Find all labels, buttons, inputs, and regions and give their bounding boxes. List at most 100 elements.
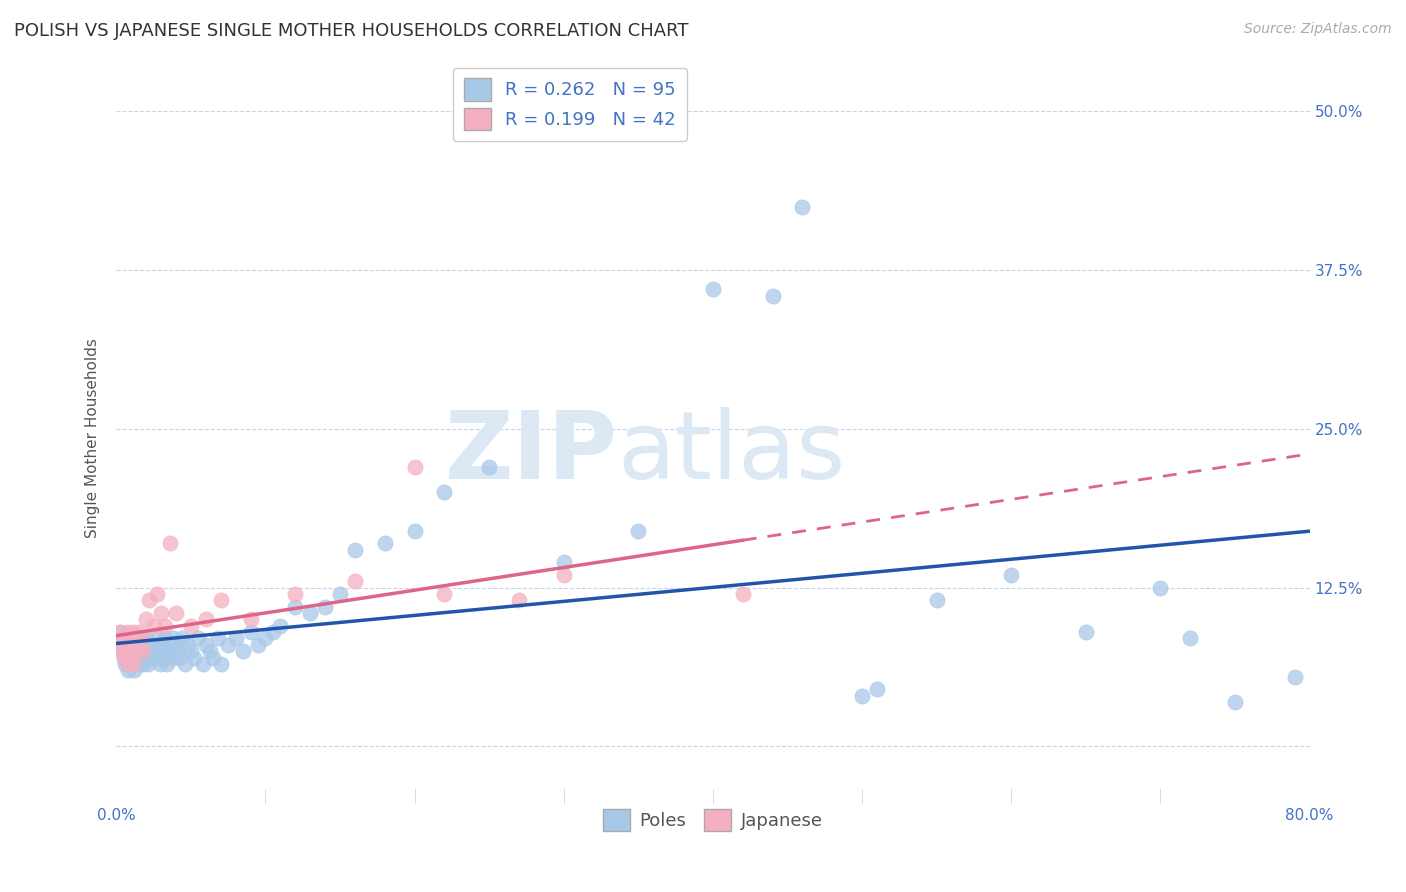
Point bbox=[150, 638, 173, 652]
Point bbox=[731, 587, 754, 601]
Point bbox=[115, 644, 138, 658]
Point bbox=[165, 638, 187, 652]
Point bbox=[145, 650, 167, 665]
Point bbox=[165, 606, 187, 620]
Point bbox=[142, 619, 165, 633]
Point bbox=[111, 644, 134, 658]
Point bbox=[155, 619, 177, 633]
Point bbox=[433, 485, 456, 500]
Point bbox=[111, 644, 134, 658]
Point bbox=[138, 593, 160, 607]
Point bbox=[217, 638, 239, 652]
Point bbox=[374, 536, 396, 550]
Point bbox=[122, 663, 145, 677]
Point bbox=[118, 638, 141, 652]
Point bbox=[142, 644, 165, 658]
Point bbox=[191, 657, 214, 671]
Point bbox=[114, 632, 136, 646]
Point bbox=[157, 638, 180, 652]
Point bbox=[202, 650, 225, 665]
Point bbox=[702, 282, 724, 296]
Point bbox=[112, 650, 135, 665]
Point bbox=[120, 632, 142, 646]
Point bbox=[925, 593, 948, 607]
Point bbox=[132, 644, 155, 658]
Point bbox=[117, 644, 139, 658]
Point bbox=[120, 638, 142, 652]
Point bbox=[627, 524, 650, 538]
Point bbox=[131, 632, 153, 646]
Point bbox=[108, 638, 131, 652]
Y-axis label: Single Mother Households: Single Mother Households bbox=[86, 338, 100, 539]
Point bbox=[180, 619, 202, 633]
Point bbox=[120, 650, 142, 665]
Point bbox=[127, 632, 149, 646]
Point bbox=[167, 650, 190, 665]
Point bbox=[127, 650, 149, 665]
Point bbox=[118, 657, 141, 671]
Point bbox=[173, 657, 195, 671]
Point bbox=[120, 650, 142, 665]
Point bbox=[209, 657, 232, 671]
Point bbox=[166, 644, 188, 658]
Point bbox=[152, 644, 174, 658]
Point bbox=[761, 288, 783, 302]
Point bbox=[194, 638, 217, 652]
Point bbox=[284, 599, 307, 614]
Point bbox=[1149, 581, 1171, 595]
Point bbox=[207, 632, 229, 646]
Point bbox=[232, 644, 254, 658]
Point bbox=[108, 625, 131, 640]
Point bbox=[110, 625, 132, 640]
Point bbox=[200, 644, 222, 658]
Point bbox=[117, 625, 139, 640]
Point bbox=[115, 632, 138, 646]
Point bbox=[115, 650, 138, 665]
Point bbox=[121, 644, 143, 658]
Point bbox=[135, 612, 157, 626]
Text: atlas: atlas bbox=[617, 407, 845, 499]
Point bbox=[153, 650, 176, 665]
Point bbox=[162, 632, 184, 646]
Point bbox=[160, 650, 183, 665]
Point bbox=[128, 625, 150, 640]
Point bbox=[118, 644, 141, 658]
Point bbox=[139, 644, 162, 658]
Point bbox=[122, 644, 145, 658]
Point bbox=[299, 606, 322, 620]
Point bbox=[177, 638, 200, 652]
Point bbox=[124, 657, 146, 671]
Point bbox=[145, 587, 167, 601]
Point bbox=[225, 632, 247, 646]
Point bbox=[159, 644, 181, 658]
Point bbox=[269, 619, 291, 633]
Point bbox=[180, 644, 202, 658]
Point bbox=[478, 460, 501, 475]
Point bbox=[314, 599, 336, 614]
Point bbox=[155, 632, 177, 646]
Point bbox=[112, 632, 135, 646]
Point bbox=[148, 657, 170, 671]
Point bbox=[143, 638, 166, 652]
Point bbox=[239, 625, 262, 640]
Point bbox=[131, 632, 153, 646]
Point bbox=[121, 632, 143, 646]
Point bbox=[114, 657, 136, 671]
Point bbox=[117, 657, 139, 671]
Point bbox=[404, 524, 426, 538]
Point bbox=[1180, 632, 1202, 646]
Point bbox=[343, 574, 366, 589]
Point bbox=[209, 593, 232, 607]
Point bbox=[239, 612, 262, 626]
Point bbox=[262, 625, 284, 640]
Point bbox=[110, 638, 132, 652]
Point bbox=[114, 638, 136, 652]
Point bbox=[156, 657, 179, 671]
Point bbox=[112, 650, 135, 665]
Point bbox=[433, 587, 456, 601]
Point bbox=[115, 638, 138, 652]
Point bbox=[187, 632, 209, 646]
Point bbox=[404, 460, 426, 475]
Point bbox=[121, 625, 143, 640]
Point bbox=[329, 587, 352, 601]
